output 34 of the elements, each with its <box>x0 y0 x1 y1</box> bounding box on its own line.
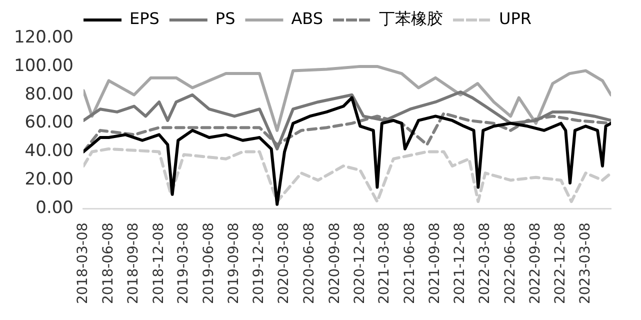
x-tick-label: 2021-09-08 <box>427 222 444 304</box>
legend-label: PS <box>215 9 236 28</box>
x-tick-label: 2019-06-08 <box>200 222 217 304</box>
x-tick-label: 2021-12-08 <box>452 222 468 304</box>
x-tick-label: 2023-03-08 <box>577 222 594 304</box>
y-tick-label: 20.00 <box>24 170 74 190</box>
legend-label: EPS <box>130 9 160 28</box>
y-tick-label: 80.00 <box>24 84 74 104</box>
x-tick-label: 2021-06-08 <box>402 222 418 304</box>
x-tick-label: 2019-03-08 <box>176 222 192 304</box>
x-tick-label: 2021-03-08 <box>376 222 393 304</box>
y-tick-label: 100.00 <box>14 56 74 76</box>
x-tick-label: 2020-06-08 <box>301 222 318 304</box>
x-tick-label: 2022-06-08 <box>502 222 518 304</box>
x-tick-label: 2019-12-08 <box>251 222 268 304</box>
x-tick-label: 2018-03-08 <box>75 222 92 304</box>
legend-label: 丁苯橡胶 <box>379 9 444 28</box>
line-series <box>83 147 611 204</box>
legend-label: ABS <box>291 9 324 28</box>
x-tick-label: 2020-09-08 <box>326 222 343 304</box>
x-tick-label: 2020-12-08 <box>352 222 368 304</box>
y-tick-label: 60.00 <box>24 112 74 133</box>
x-tick-label: 2022-12-08 <box>552 222 569 304</box>
x-tick-label: 2019-09-08 <box>226 222 242 304</box>
x-tick-label: 2018-06-08 <box>100 222 116 304</box>
y-tick-label: 120.00 <box>14 27 74 48</box>
x-tick-label: 2022-03-08 <box>476 222 493 304</box>
y-tick-label: 40.00 <box>24 141 74 162</box>
x-tick-label: 2022-09-08 <box>528 222 544 304</box>
x-tick-label: 2018-09-08 <box>126 222 142 304</box>
y-tick-label: 0.00 <box>36 198 74 218</box>
x-tick-label: 2020-03-08 <box>276 222 292 304</box>
x-tick-label: 2018-12-08 <box>150 222 167 304</box>
legend-label: UPR <box>499 9 532 28</box>
